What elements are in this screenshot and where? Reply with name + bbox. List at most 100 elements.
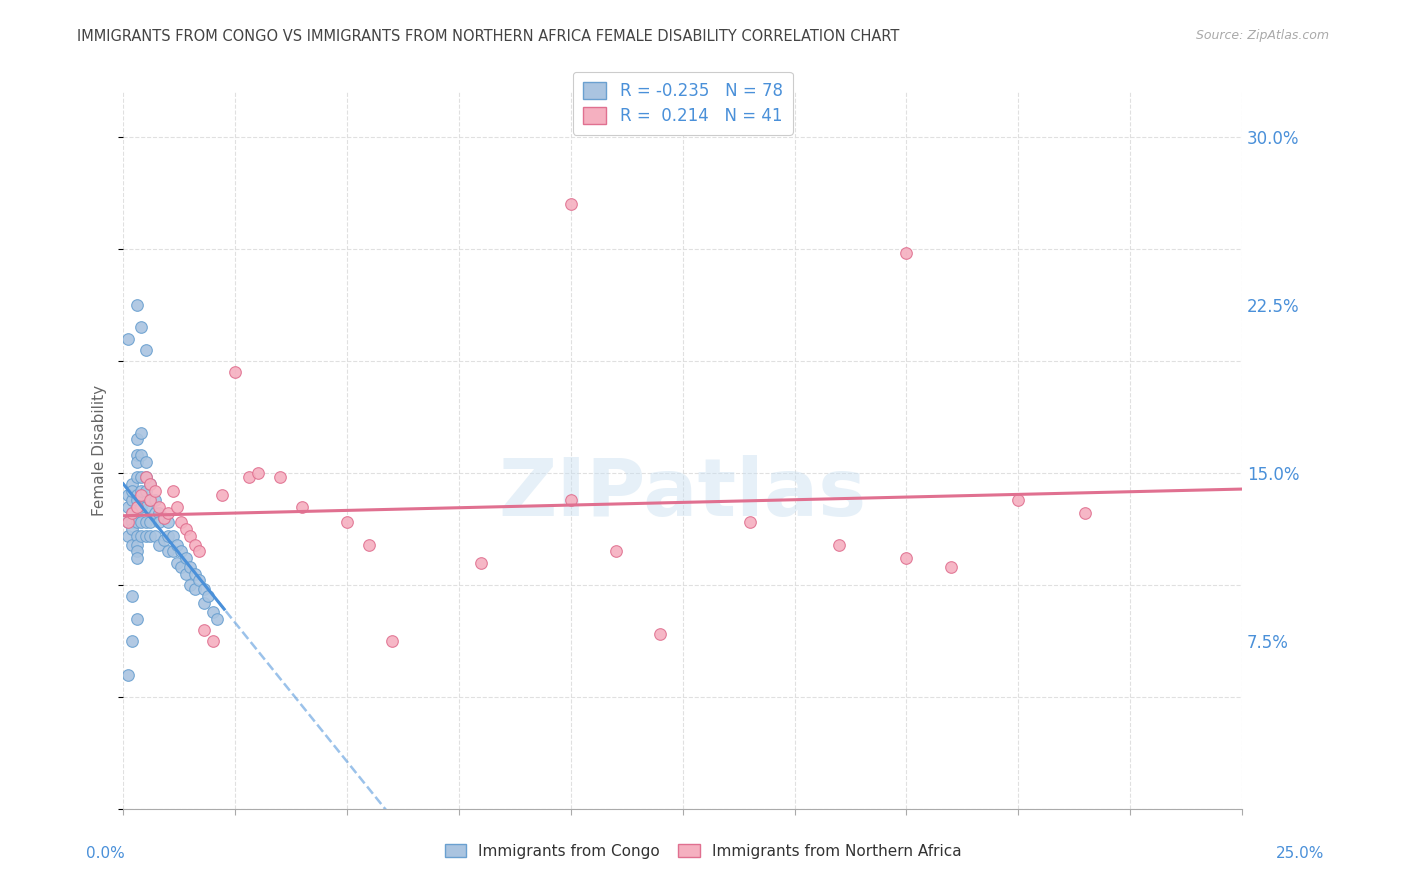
Point — [193, 582, 215, 597]
Point — [336, 515, 359, 529]
Point — [125, 455, 148, 469]
Point — [129, 483, 152, 498]
Point — [238, 470, 260, 484]
Point — [738, 515, 761, 529]
Point — [125, 492, 148, 507]
Text: 25.0%: 25.0% — [1277, 847, 1324, 861]
Point — [135, 500, 157, 514]
Point — [117, 667, 139, 681]
Point — [117, 332, 139, 346]
Point — [129, 529, 152, 543]
Point — [170, 544, 193, 558]
Point — [125, 500, 148, 514]
Point — [188, 544, 211, 558]
Point — [470, 556, 492, 570]
Point — [125, 515, 148, 529]
Point — [121, 506, 143, 520]
Point — [129, 470, 152, 484]
Point — [197, 589, 219, 603]
Point — [179, 560, 201, 574]
Point — [381, 634, 404, 648]
Point — [129, 515, 152, 529]
Point — [135, 470, 157, 484]
Point — [121, 515, 143, 529]
Point — [121, 506, 143, 520]
Point — [246, 466, 269, 480]
Point — [135, 529, 157, 543]
Point — [166, 500, 188, 514]
Point — [125, 488, 148, 502]
Point — [135, 483, 157, 498]
Point — [139, 492, 162, 507]
Point — [828, 538, 851, 552]
Point — [121, 522, 143, 536]
Point — [143, 492, 166, 507]
Point — [211, 488, 233, 502]
Point — [125, 611, 148, 625]
Point — [152, 533, 174, 548]
Point — [129, 448, 152, 462]
Point — [135, 455, 157, 469]
Point — [157, 506, 180, 520]
Point — [125, 448, 148, 462]
Point — [1074, 506, 1097, 520]
Point — [359, 538, 381, 552]
Point — [184, 538, 207, 552]
Point — [560, 492, 582, 507]
Point — [162, 544, 184, 558]
Point — [560, 197, 582, 211]
Point — [125, 500, 148, 514]
Point — [152, 510, 174, 524]
Point — [193, 623, 215, 637]
Point — [152, 510, 174, 524]
Point — [143, 483, 166, 498]
Point — [143, 506, 166, 520]
Point — [129, 425, 152, 440]
Point — [166, 556, 188, 570]
Point — [896, 551, 918, 566]
Point — [129, 488, 152, 502]
Point — [148, 500, 170, 514]
Point — [269, 470, 291, 484]
Point — [896, 246, 918, 260]
Point — [135, 343, 157, 357]
Point — [121, 510, 143, 524]
Point — [125, 298, 148, 312]
Point — [157, 529, 180, 543]
Point — [184, 582, 207, 597]
Point — [170, 560, 193, 574]
Y-axis label: Female Disability: Female Disability — [93, 385, 107, 516]
Point — [166, 538, 188, 552]
Point — [117, 488, 139, 502]
Point — [121, 634, 143, 648]
Point — [179, 578, 201, 592]
Point — [162, 529, 184, 543]
Point — [117, 500, 139, 514]
Point — [291, 500, 314, 514]
Point — [201, 634, 224, 648]
Point — [157, 544, 180, 558]
Point — [139, 477, 162, 491]
Point — [170, 515, 193, 529]
Point — [139, 477, 162, 491]
Point — [121, 538, 143, 552]
Point — [201, 605, 224, 619]
Point — [193, 596, 215, 610]
Text: ZIPatlas: ZIPatlas — [499, 455, 868, 533]
Point — [125, 544, 148, 558]
Point — [135, 470, 157, 484]
Point — [650, 627, 672, 641]
Point — [157, 515, 180, 529]
Point — [117, 529, 139, 543]
Point — [129, 320, 152, 334]
Point — [139, 515, 162, 529]
Point — [121, 477, 143, 491]
Point — [139, 492, 162, 507]
Point — [207, 611, 229, 625]
Point — [174, 566, 197, 581]
Point — [174, 551, 197, 566]
Point — [139, 529, 162, 543]
Text: IMMIGRANTS FROM CONGO VS IMMIGRANTS FROM NORTHERN AFRICA FEMALE DISABILITY CORRE: IMMIGRANTS FROM CONGO VS IMMIGRANTS FROM… — [77, 29, 900, 44]
Text: 0.0%: 0.0% — [86, 847, 125, 861]
Point — [148, 538, 170, 552]
